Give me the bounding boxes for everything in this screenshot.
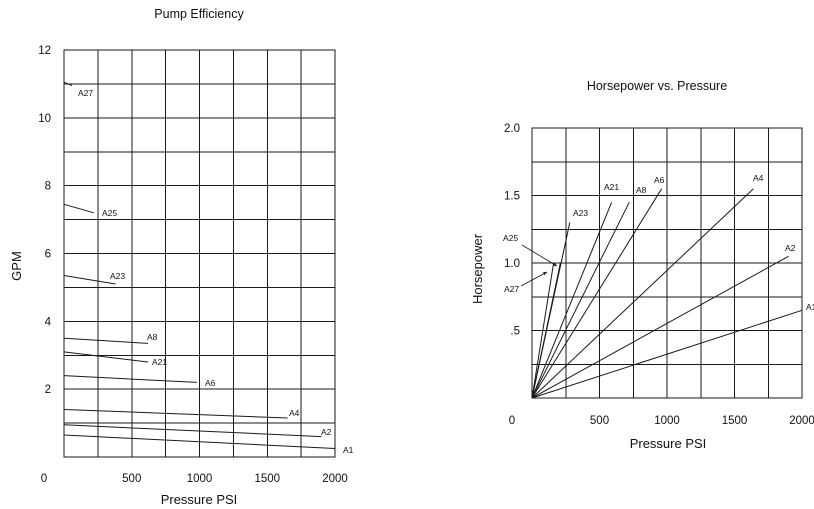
series-label-a25: A25 — [102, 208, 117, 218]
plot-frame — [531, 127, 803, 399]
series-line-a8 — [63, 337, 149, 344]
x-tick-label: 500 — [122, 473, 141, 485]
arrowhead-icon — [553, 262, 557, 266]
series-line-a2 — [63, 424, 322, 438]
y-tick-label: .5 — [510, 326, 520, 338]
y-tick-label: 10 — [38, 113, 51, 125]
x-tick-label: 1500 — [254, 473, 280, 485]
series-line-a25 — [63, 203, 94, 214]
x-tick-label: 0 — [41, 473, 47, 485]
x-axis-label: Pressure PSI — [161, 492, 238, 507]
y-tick-label: 8 — [45, 181, 51, 193]
horsepower-chart: Horsepower vs. Pressure 0 500 1000 1500 2000… — [470, 79, 814, 451]
series-label-a6: A6 — [205, 378, 216, 388]
series-line-a2 — [531, 255, 789, 399]
series-label-a25: A25 — [503, 233, 518, 243]
x-tick-label: 1500 — [722, 415, 748, 427]
y-tick-label: 6 — [45, 249, 51, 261]
y-tick-label: 2.0 — [504, 123, 520, 135]
series-label-a2: A2 — [785, 243, 796, 253]
chart-title: Pump Efficiency — [154, 7, 244, 21]
y-tick-label: 2 — [45, 384, 51, 396]
plot-frame — [63, 49, 336, 458]
series-line-a6 — [531, 188, 663, 399]
plot-grid — [63, 49, 336, 458]
tick-labels: 0 500 1000 1500 2000 2 4 6 8 10 12 — [38, 45, 348, 485]
series-line-a23 — [63, 275, 116, 285]
series-line-a6 — [63, 375, 197, 383]
series-label-a8: A8 — [636, 185, 647, 195]
y-axis-label: Horsepower — [470, 233, 485, 304]
x-tick-label: 500 — [590, 415, 609, 427]
series-line-a21 — [531, 202, 613, 399]
x-tick-label: 2000 — [322, 473, 348, 485]
arrowhead-icon — [543, 272, 547, 276]
tick-labels: 0 500 1000 1500 2000 .5 1.0 1.5 2.0 — [504, 123, 814, 427]
series-line-a1 — [63, 434, 336, 449]
series-group: A27 A25 A23 A8 A21 A6 A4 A2 A1 — [63, 81, 354, 455]
series-line-a27 — [63, 81, 73, 87]
series-line-a1 — [531, 309, 803, 399]
series-label-a6: A6 — [654, 175, 665, 185]
series-label-a23: A23 — [110, 271, 125, 281]
series-label-a1: A1 — [806, 302, 814, 312]
y-tick-label: 12 — [38, 45, 51, 57]
series-line-a23 — [531, 222, 571, 399]
series-line-a4 — [531, 188, 754, 399]
series-line-a27 — [531, 262, 555, 399]
y-axis-label: GPM — [9, 251, 24, 281]
x-tick-label: 2000 — [789, 415, 814, 427]
pump-efficiency-chart: Pump Efficiency 0 500 1000 1500 2000 2 4 6 8 10 12… — [9, 7, 354, 507]
series-label-a27: A27 — [78, 88, 93, 98]
x-axis-label: Pressure PSI — [630, 436, 707, 451]
plot-grid — [531, 127, 803, 399]
series-leader-a27 — [520, 271, 548, 287]
series-label-a27: A27 — [504, 284, 519, 294]
series-label-a2: A2 — [321, 427, 332, 437]
series-label-a4: A4 — [289, 408, 300, 418]
series-line-a8 — [531, 202, 630, 399]
series-label-a1: A1 — [343, 445, 354, 455]
series-line-a4 — [63, 409, 288, 419]
x-tick-label: 1000 — [654, 415, 680, 427]
series-label-a8: A8 — [147, 332, 158, 342]
series-line-a21 — [63, 351, 149, 363]
x-tick-label: 1000 — [187, 473, 213, 485]
y-tick-label: 1.0 — [504, 258, 520, 270]
series-label-a21: A21 — [152, 357, 167, 367]
series-label-a21: A21 — [604, 182, 619, 192]
x-tick-label: 0 — [509, 415, 515, 427]
series-leader-a25 — [521, 244, 558, 267]
series-label-a4: A4 — [753, 173, 764, 183]
y-tick-label: 4 — [45, 316, 52, 328]
y-tick-label: 1.5 — [504, 191, 520, 203]
series-group: A27 A25 A23 A21 A8 A6 A4 A2 A1 — [503, 173, 814, 399]
chart-title: Horsepower vs. Pressure — [587, 79, 727, 93]
series-label-a23: A23 — [573, 208, 588, 218]
